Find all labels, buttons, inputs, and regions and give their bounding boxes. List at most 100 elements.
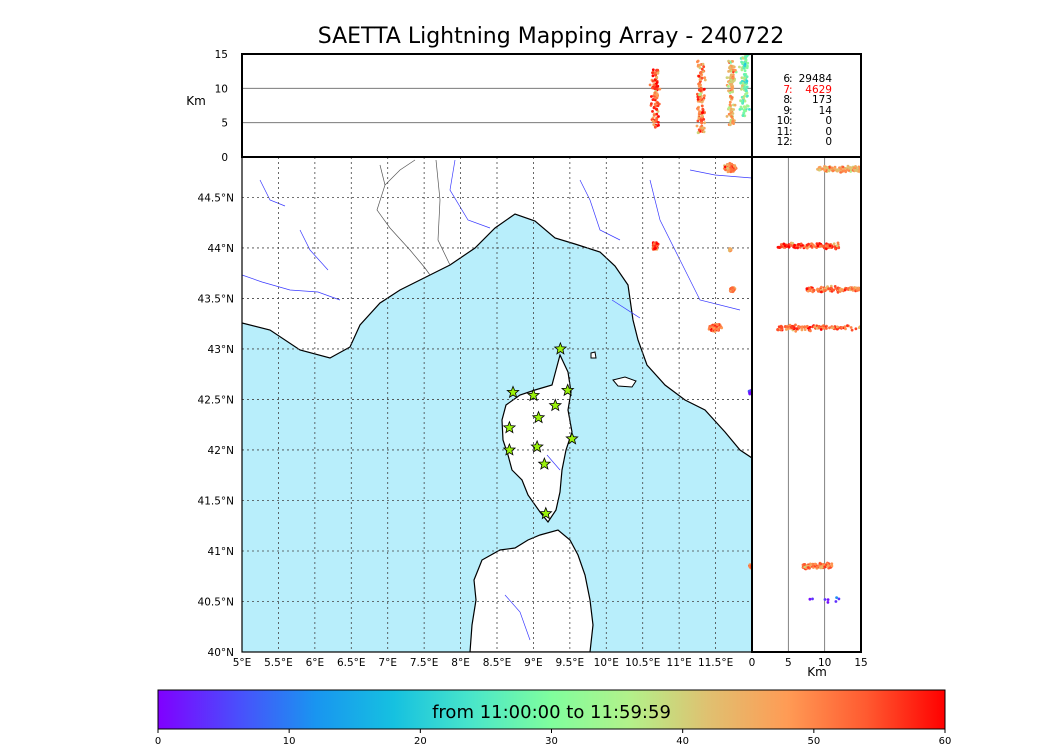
lightning-point xyxy=(812,566,815,569)
lightning-point xyxy=(790,244,794,247)
lightning-point xyxy=(725,115,729,118)
lightning-point xyxy=(696,98,700,101)
lightning-point xyxy=(806,566,810,569)
lightning-point xyxy=(841,165,845,169)
lightning-point xyxy=(809,329,812,333)
count-value: 173 xyxy=(811,94,832,106)
lightning-point xyxy=(733,103,737,107)
lightning-point xyxy=(791,241,795,245)
lightning-point xyxy=(821,562,825,566)
lightning-point xyxy=(741,84,744,87)
station-marker xyxy=(506,385,520,399)
lightning-point xyxy=(733,168,736,172)
count-value: 0 xyxy=(825,136,832,148)
lightning-point xyxy=(799,242,803,246)
lightning-point xyxy=(808,245,811,248)
colorbar-tick-label: 30 xyxy=(545,736,558,747)
count-value: 29484 xyxy=(798,73,832,85)
lightning-point xyxy=(700,121,703,125)
map-x-tick-label: 8.5°E xyxy=(483,657,512,669)
lightning-point xyxy=(733,164,737,168)
lightning-point xyxy=(826,564,830,568)
lightning-point xyxy=(728,76,731,79)
lightning-point xyxy=(829,284,833,288)
count-level: 12 xyxy=(776,136,790,148)
lightning-point xyxy=(820,565,824,569)
top-lightning-points xyxy=(648,54,751,135)
lightning-point xyxy=(824,289,827,292)
lightning-point xyxy=(654,246,657,250)
count-separator: : xyxy=(789,104,793,117)
lightning-point xyxy=(728,248,731,252)
lightning-point xyxy=(745,75,749,79)
top-y-tick-label: 10 xyxy=(215,83,228,95)
lightning-point xyxy=(739,105,743,109)
lightning-point xyxy=(827,287,831,290)
lightning-point xyxy=(836,290,840,294)
lightning-point xyxy=(810,246,814,249)
top-y-label: Km xyxy=(186,94,206,108)
right-x-tick-label: 5 xyxy=(785,657,792,669)
lightning-point xyxy=(819,562,823,566)
corsica-island xyxy=(501,353,573,524)
lightning-point xyxy=(790,326,794,330)
map-x-tick-label: 11°E xyxy=(667,657,692,669)
lightning-point xyxy=(840,326,844,329)
lightning-point xyxy=(697,85,701,88)
lightning-point xyxy=(787,245,790,248)
map-y-tick-label: 44°N xyxy=(208,243,234,255)
lightning-point xyxy=(803,325,807,329)
lightning-point xyxy=(838,288,842,292)
lightning-point xyxy=(843,325,847,328)
lightning-point xyxy=(700,104,704,108)
lightning-point xyxy=(698,78,702,82)
plan-view-map: 5°E 5.5°E 6°E 6.5°E 7°E 7.5°E 8°E 8.5°E 9°E 9.5°E… xyxy=(198,156,753,669)
count-row: 6:29484 xyxy=(755,74,860,85)
right-x-tick-label: 15 xyxy=(854,657,867,669)
lightning-point xyxy=(695,124,699,128)
lightning-point xyxy=(651,110,654,113)
lightning-point xyxy=(655,112,659,116)
station-marker xyxy=(502,420,517,434)
lightning-point xyxy=(740,60,743,64)
lightning-point xyxy=(698,99,702,103)
lightning-point xyxy=(856,287,859,291)
count-row: 8: 173 xyxy=(755,95,860,106)
lightning-point xyxy=(653,244,657,248)
lightning-point xyxy=(854,327,858,331)
top-y-tick-label: 15 xyxy=(215,49,228,61)
lightning-point xyxy=(826,601,830,604)
lightning-point xyxy=(830,287,834,291)
lightning-point xyxy=(653,102,657,106)
lightning-point xyxy=(738,65,741,69)
count-row: 9: 14 xyxy=(755,104,860,117)
count-level: 7 xyxy=(783,83,790,96)
lightning-point xyxy=(811,597,814,601)
count-separator: : xyxy=(789,94,793,106)
lightning-point xyxy=(805,324,809,328)
station-marker xyxy=(531,410,546,424)
lightning-point xyxy=(696,60,699,64)
lightning-point xyxy=(744,88,748,91)
lightning-point xyxy=(703,121,706,125)
lightning-point xyxy=(699,97,703,100)
lightning-point xyxy=(850,328,854,332)
lightning-point xyxy=(745,85,749,89)
map-x-tick-label: 7.5°E xyxy=(410,657,439,669)
lightning-point xyxy=(697,116,701,120)
lightning-point xyxy=(745,79,749,83)
lightning-point xyxy=(655,75,659,79)
lightning-point xyxy=(793,243,796,247)
lightning-point xyxy=(808,597,812,601)
lightning-point xyxy=(779,243,783,246)
station-marker xyxy=(502,442,517,456)
count-row: 11: 0 xyxy=(755,126,860,138)
right-panel-background xyxy=(752,157,861,652)
lightning-point xyxy=(833,285,837,288)
colorbar-tick-label: 50 xyxy=(807,736,820,747)
lightning-point xyxy=(698,66,702,70)
lightning-point xyxy=(731,60,734,63)
lightning-point xyxy=(820,285,823,289)
count-separator: : xyxy=(789,83,793,96)
lightning-point xyxy=(701,107,705,111)
